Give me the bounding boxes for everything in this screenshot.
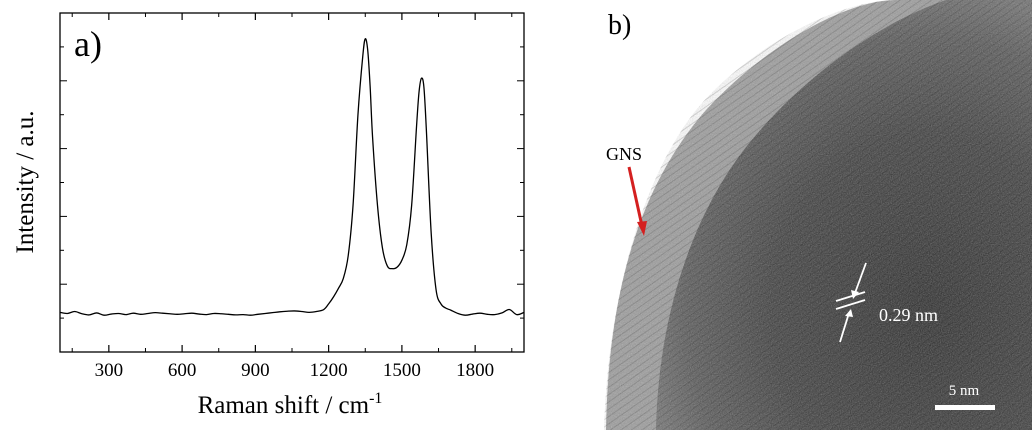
panel-b-label-box	[602, 2, 652, 44]
lattice-arrow-top-head	[851, 290, 859, 299]
x-tick-label: 900	[241, 360, 270, 381]
edge-fade	[596, 0, 896, 430]
x-axis-title-main: Raman shift / cm	[198, 392, 370, 419]
lattice-arrow-bottom	[839, 312, 850, 343]
lattice-arrow-top	[854, 262, 867, 294]
raman-spectrum-chart: 300 600 900 1200 1500 1800 a) Intensity / a.u…	[12, 12, 525, 419]
lattice-spacing-label: 0.29 nm	[879, 305, 938, 325]
spectrum-line	[59, 38, 525, 316]
x-tick-labels: 300 600 900 1200 1500 1800	[95, 360, 495, 381]
y-axis-title: Intensity / a.u.	[12, 110, 39, 253]
lattice-arrow-bottom-head	[845, 309, 853, 317]
lattice-marker-upper	[835, 291, 866, 302]
gns-arrow	[627, 166, 644, 227]
axis-ticks	[60, 13, 524, 352]
x-tick-label: 1500	[383, 360, 421, 381]
x-axis-title: Raman shift / cm-1	[198, 390, 383, 419]
panel-label-b: b)	[608, 10, 631, 41]
x-tick-label: 1200	[310, 360, 348, 381]
gns-arrow-head	[637, 221, 647, 236]
x-tick-label: 300	[95, 360, 124, 381]
tem-micrograph: b) GNS 0.29 nm 5 nm	[596, 0, 1032, 430]
panel-label-a: a)	[74, 24, 102, 64]
x-tick-label: 600	[168, 360, 197, 381]
plot-frame	[59, 12, 525, 353]
x-axis-title-superscript: -1	[369, 390, 382, 407]
x-tick-label: 1800	[456, 360, 494, 381]
scale-bar-label: 5 nm	[949, 383, 980, 399]
scale-bar	[935, 405, 995, 410]
lattice-marker-lower	[835, 299, 866, 310]
gns-label: GNS	[606, 144, 642, 164]
